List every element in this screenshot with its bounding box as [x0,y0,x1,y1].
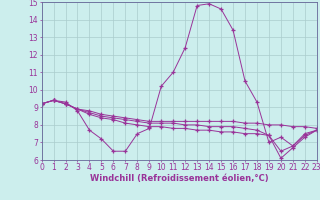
X-axis label: Windchill (Refroidissement éolien,°C): Windchill (Refroidissement éolien,°C) [90,174,268,183]
